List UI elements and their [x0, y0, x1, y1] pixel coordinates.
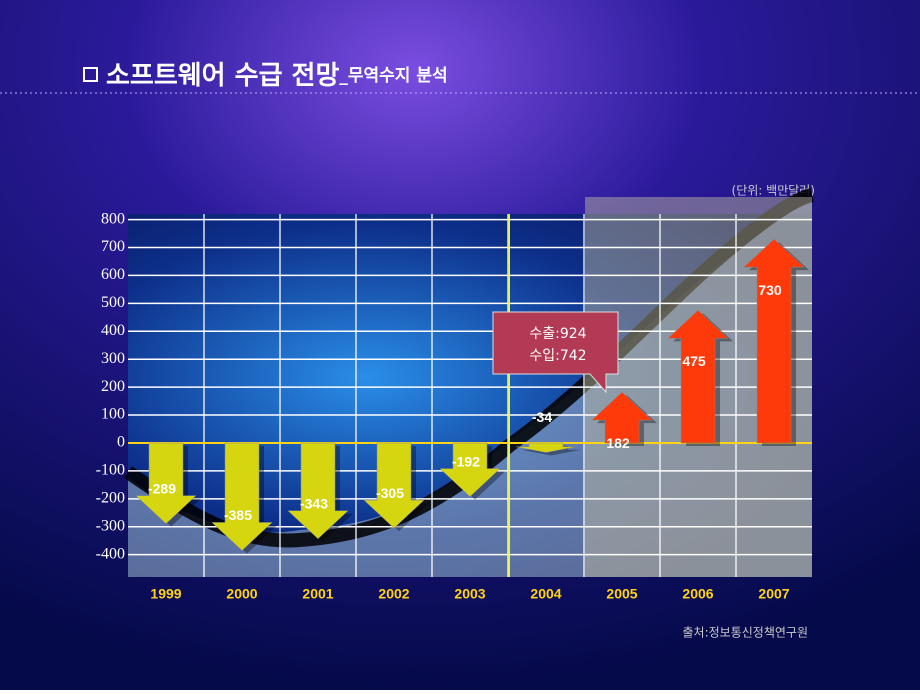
value-label: -34	[532, 409, 552, 425]
source: 출처:정보통신정책연구원	[683, 625, 808, 640]
y-tick-label: 100	[101, 406, 125, 423]
arrow-bar	[287, 442, 349, 540]
value-label: 475	[682, 353, 706, 369]
y-tick-label: -200	[96, 489, 125, 506]
arrow-bar	[439, 442, 501, 497]
y-tick-label: 0	[117, 434, 125, 451]
trend-area	[128, 200, 812, 577]
arrow-bar	[135, 442, 197, 525]
value-label: 182	[606, 435, 630, 451]
arrow-bar	[211, 442, 273, 551]
title: 소프트웨어 수급 전망_무역수지 분석	[106, 61, 448, 91]
value-label: -305	[376, 485, 404, 501]
arrow-bar	[363, 442, 425, 529]
y-tick-label: -300	[96, 517, 125, 534]
x-tick-label: 2006	[682, 586, 713, 602]
x-tick-label: 2005	[606, 586, 637, 602]
y-tick-label: 200	[101, 378, 125, 395]
y-tick-label: 400	[101, 322, 125, 339]
value-label: -192	[452, 453, 480, 469]
y-tick-label: 700	[101, 238, 125, 255]
arrow-bar	[667, 309, 729, 444]
y-tick-label: -400	[96, 545, 125, 562]
x-tick-label: 2000	[226, 586, 257, 602]
arrow-bar	[743, 238, 805, 444]
value-label: -343	[300, 495, 328, 511]
value-label: -289	[148, 480, 176, 496]
y-tick-label: 500	[101, 294, 125, 311]
value-label: -385	[224, 507, 252, 523]
x-tick-label: 2001	[302, 586, 333, 602]
callout-text: 수출:924	[529, 326, 586, 342]
y-tick-label: -100	[96, 462, 125, 479]
y-tick-label: 600	[101, 266, 125, 283]
unit: (단위: 백만달러)	[732, 184, 815, 198]
value-label: 730	[758, 282, 782, 298]
arrow-bar	[591, 391, 653, 444]
bullet	[83, 67, 98, 82]
x-tick-label: 2002	[378, 586, 409, 602]
y-tick-label: 800	[101, 210, 125, 227]
arrow-bar	[515, 442, 577, 453]
y-tick-label: 300	[101, 350, 125, 367]
x-tick-label: 1999	[150, 586, 181, 602]
callout	[492, 311, 619, 394]
x-tick-label: 2004	[530, 586, 561, 602]
x-tick-label: 2003	[454, 586, 485, 602]
callout-text: 수입:742	[529, 348, 586, 364]
x-tick-label: 2007	[758, 586, 789, 602]
